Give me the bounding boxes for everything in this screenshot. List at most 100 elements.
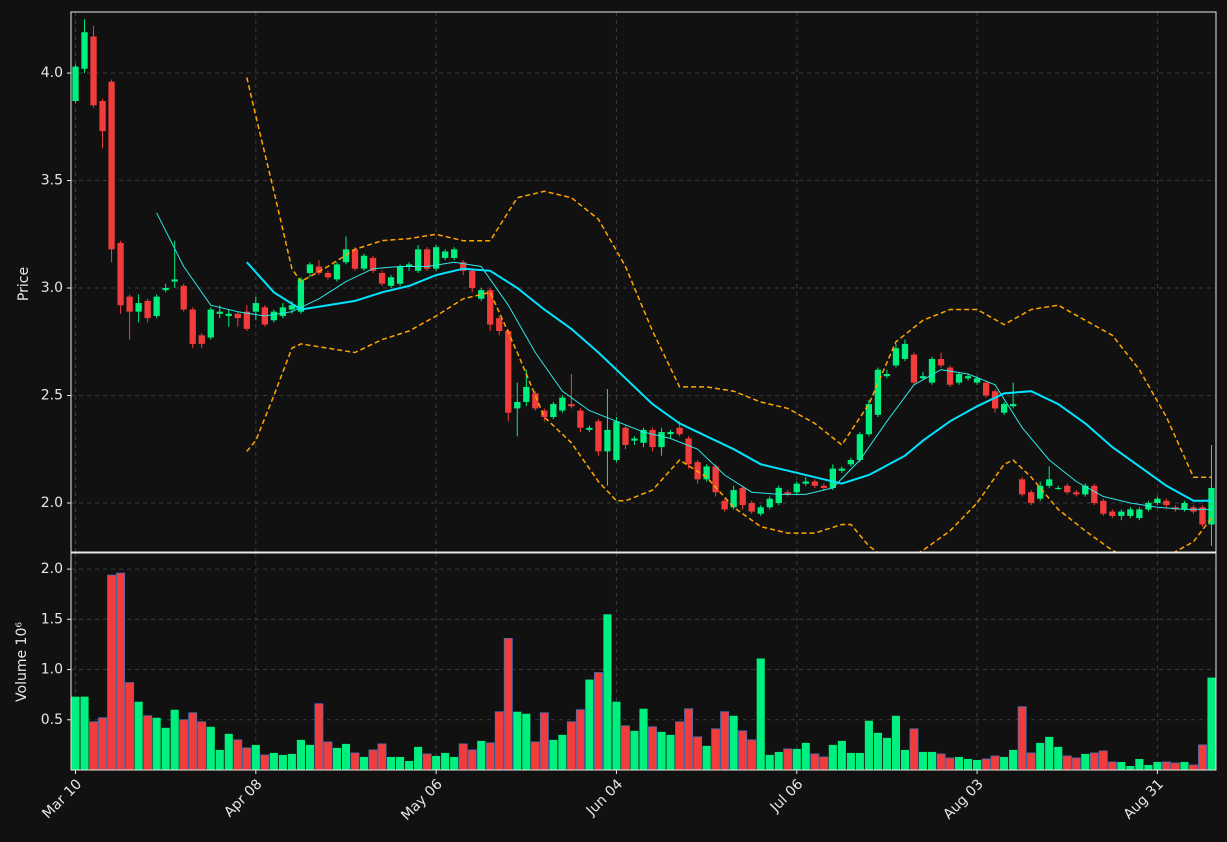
candle-body (1154, 498, 1161, 503)
volume-bar (566, 721, 576, 771)
volume-bar (314, 703, 324, 771)
candle-body (892, 348, 900, 366)
candle-body (865, 404, 873, 435)
volume-bar (269, 752, 278, 770)
y-tick-label: 4.0 (41, 65, 63, 81)
candle-body (81, 32, 88, 69)
candle-body (685, 438, 692, 465)
candle-body (90, 36, 97, 106)
candle-body (883, 374, 891, 377)
volume-bar (1036, 742, 1045, 770)
volume-bar (503, 637, 513, 771)
candle-body (153, 296, 160, 316)
volume-bar (973, 759, 982, 770)
volume-bar (1126, 765, 1135, 770)
candle-body (234, 313, 241, 319)
volume-bar (900, 749, 910, 770)
candle-body (180, 285, 187, 310)
volume-bar (1098, 750, 1108, 771)
candle-body (423, 249, 431, 269)
candle-body (649, 429, 656, 448)
candle-body (469, 270, 476, 289)
volume-bar (1054, 746, 1063, 770)
candle-body (1000, 404, 1008, 413)
candle-body (1109, 511, 1116, 516)
volume-bar (954, 756, 964, 770)
candle-body (622, 427, 629, 445)
volume-bar (882, 737, 891, 770)
volume-bar (387, 756, 396, 770)
candle-body (676, 427, 683, 435)
candle-body (532, 393, 539, 409)
volume-bar (143, 715, 153, 771)
candle-body (451, 249, 458, 258)
y-tick-label: 2.0 (41, 561, 63, 577)
volume-bar (675, 721, 685, 771)
volume-bar (747, 739, 757, 771)
candle-body (478, 290, 485, 299)
volume-bar (603, 614, 612, 770)
volume-bar (458, 743, 468, 771)
candle-body (757, 507, 764, 514)
candle-body (306, 264, 314, 273)
candle-body (279, 307, 287, 316)
volume-bar (729, 715, 738, 770)
candle-body (126, 296, 133, 312)
volume-bar (1170, 762, 1180, 771)
volume-bar (197, 721, 207, 771)
volume-bar (134, 701, 143, 770)
volume-bar (1189, 764, 1198, 771)
volume-bar (305, 744, 314, 770)
candle-body (405, 264, 413, 267)
candle-body (577, 410, 584, 428)
candle-body (252, 303, 259, 312)
volume-bar (891, 715, 900, 770)
volume-bar (441, 752, 450, 770)
volume-bar (657, 731, 666, 770)
candle-body (748, 502, 755, 512)
volume-bar (1180, 761, 1189, 770)
volume-bar (98, 717, 108, 771)
volume-bar (450, 756, 459, 770)
volume-bar (810, 753, 820, 771)
volume-bar (1153, 761, 1162, 770)
candle-body (973, 378, 981, 383)
candle-body (721, 500, 728, 510)
volume-bar (792, 748, 801, 770)
volume-bar (323, 741, 333, 771)
candle-body (955, 374, 963, 383)
candle-body (550, 404, 557, 417)
volume-bar (296, 739, 305, 770)
overlay-line (156, 212, 1212, 510)
volume-bar (873, 732, 882, 770)
candle-body (1100, 500, 1107, 514)
volume-bar (693, 736, 703, 771)
volume-bar (350, 752, 360, 771)
volume-bar (927, 751, 937, 770)
volume-bar (414, 746, 423, 770)
volume-bar (1045, 736, 1054, 770)
candle-body (441, 251, 449, 258)
volume-bar (1207, 677, 1216, 770)
volume-bar (621, 725, 630, 771)
candle-body (775, 487, 782, 503)
candle-body (937, 358, 945, 366)
candle-body (207, 309, 214, 338)
candle-body (99, 100, 106, 132)
volume-bar (1117, 761, 1126, 770)
candle-body (414, 249, 422, 271)
candle-body (1199, 507, 1206, 525)
volume-bar (575, 709, 585, 771)
volume-bar (630, 730, 639, 770)
volume-bar (116, 572, 126, 771)
candle-body (351, 249, 359, 269)
volume-bar (918, 751, 928, 770)
volume-bar (89, 721, 98, 771)
candle-body (586, 427, 593, 430)
volume-bar (648, 726, 657, 771)
candle-body (838, 468, 846, 471)
y-tick-label: 3.0 (41, 280, 63, 296)
volume-bar (756, 658, 765, 770)
candle-body (730, 490, 737, 508)
